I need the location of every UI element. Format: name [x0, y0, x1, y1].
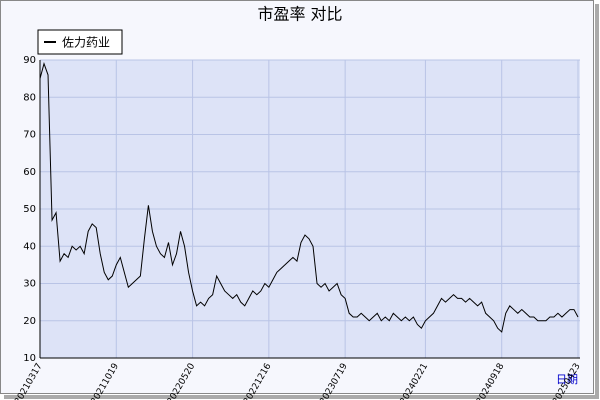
- y-tick-label: 70: [23, 130, 36, 141]
- x-axis-label: 日期: [556, 373, 578, 386]
- y-tick-label: 30: [23, 279, 36, 290]
- y-tick-label: 10: [23, 353, 36, 364]
- legend-label: 佐力药业: [62, 36, 110, 50]
- shadow: [595, 4, 599, 399]
- y-tick-label: 80: [23, 92, 36, 103]
- chart-title: 市盈率 对比: [257, 5, 342, 24]
- series-line: [39, 62, 579, 333]
- shadow: [4, 395, 599, 399]
- y-tick-label: 90: [23, 55, 36, 66]
- y-tick-label: 40: [23, 241, 36, 252]
- y-tick-label: 50: [23, 204, 36, 215]
- y-tick-label: 20: [23, 316, 36, 327]
- y-tick-label: 60: [23, 167, 36, 178]
